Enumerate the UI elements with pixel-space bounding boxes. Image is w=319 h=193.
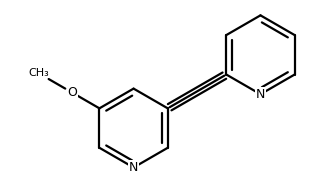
Text: N: N: [256, 88, 265, 101]
Text: N: N: [129, 161, 138, 174]
Text: O: O: [67, 86, 77, 99]
Text: CH₃: CH₃: [28, 68, 49, 78]
